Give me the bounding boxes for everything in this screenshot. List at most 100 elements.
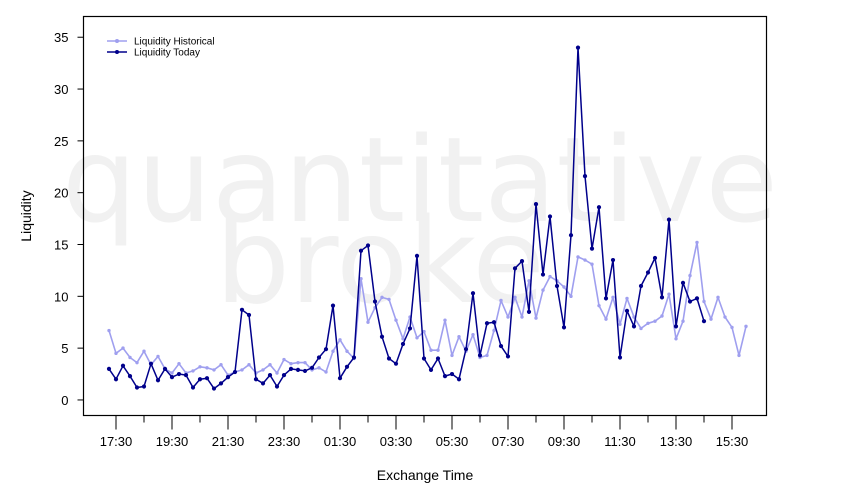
data-point <box>247 363 251 367</box>
data-point <box>253 377 259 382</box>
watermark: quantitative broke <box>62 111 778 330</box>
data-point <box>401 337 405 341</box>
data-point <box>275 371 279 375</box>
data-point <box>730 325 734 330</box>
data-point <box>134 385 140 390</box>
plot-frame <box>82 15 768 417</box>
data-point <box>716 295 720 300</box>
x-tick-label: 15:30 <box>716 434 749 449</box>
data-point <box>337 376 343 381</box>
data-point <box>428 367 434 372</box>
data-point <box>183 372 189 378</box>
data-point <box>421 356 427 361</box>
data-point <box>303 360 307 365</box>
series-today <box>106 45 707 391</box>
data-point <box>624 308 630 313</box>
data-point <box>590 262 594 266</box>
data-point <box>211 386 217 391</box>
y-tick-label: 10 <box>54 289 68 304</box>
data-point <box>198 365 202 369</box>
data-point <box>372 299 378 304</box>
data-point <box>414 253 420 258</box>
y-tick-label: 20 <box>54 186 68 201</box>
data-point <box>631 324 637 329</box>
data-point <box>324 370 328 374</box>
data-point <box>681 319 685 323</box>
x-tick-label: 19:30 <box>156 434 189 449</box>
data-point <box>289 361 293 366</box>
data-point <box>436 348 440 352</box>
data-point <box>386 356 392 361</box>
data-point <box>568 233 574 238</box>
data-point <box>688 273 692 278</box>
data-point <box>540 272 546 277</box>
data-point <box>177 361 181 366</box>
data-point <box>547 214 553 219</box>
data-point <box>639 326 643 331</box>
data-point <box>393 361 399 366</box>
data-point <box>365 243 371 248</box>
data-point <box>687 299 693 304</box>
data-point <box>519 258 525 264</box>
data-point <box>604 317 608 321</box>
data-point <box>618 322 622 326</box>
x-tick-label: 05:30 <box>436 434 469 449</box>
data-point <box>526 309 532 314</box>
data-point <box>694 296 700 301</box>
data-point <box>302 368 308 374</box>
data-point <box>176 371 182 377</box>
x-tick-label: 09:30 <box>548 434 581 449</box>
data-point <box>415 336 419 340</box>
data-point <box>709 317 713 321</box>
data-point <box>106 366 112 371</box>
data-point <box>225 375 231 380</box>
data-point <box>288 366 294 371</box>
data-point <box>358 248 364 253</box>
legend-label: Liquidity Historical <box>134 37 215 48</box>
x-tick-label: 17:30 <box>100 434 133 449</box>
data-point <box>512 266 518 271</box>
data-point <box>212 368 216 372</box>
data-point <box>282 357 286 362</box>
data-point <box>232 369 238 375</box>
legend-label: Liquidity Today <box>134 48 200 59</box>
data-point <box>597 303 601 308</box>
data-point <box>205 366 209 370</box>
data-point <box>379 334 385 339</box>
data-point <box>240 368 244 372</box>
data-point <box>596 205 602 210</box>
data-point <box>317 366 321 370</box>
data-point <box>345 349 349 353</box>
y-tick-label: 5 <box>61 341 68 356</box>
data-point <box>589 246 595 251</box>
data-point <box>667 292 671 296</box>
data-point <box>141 384 147 389</box>
data-point <box>121 346 125 350</box>
data-point <box>261 368 265 372</box>
data-point <box>617 355 623 360</box>
data-point <box>316 355 322 360</box>
data-point <box>268 363 272 367</box>
watermark-line-1: quantitative <box>62 111 778 249</box>
data-point <box>562 285 566 289</box>
data-point <box>239 307 245 312</box>
data-point <box>429 348 433 352</box>
data-point <box>338 338 342 342</box>
data-point <box>127 374 133 379</box>
data-point <box>583 258 587 262</box>
data-point <box>506 315 510 319</box>
data-point <box>527 279 531 283</box>
data-point <box>267 372 273 378</box>
data-point <box>113 377 119 382</box>
data-point <box>645 270 651 275</box>
data-point <box>541 288 545 292</box>
series-historical <box>107 240 748 377</box>
data-point <box>281 372 287 378</box>
data-point <box>498 343 504 349</box>
x-tick-label: 21:30 <box>212 434 245 449</box>
data-point <box>611 295 615 300</box>
data-point <box>170 371 174 375</box>
data-point <box>359 277 363 281</box>
data-point <box>219 363 223 367</box>
